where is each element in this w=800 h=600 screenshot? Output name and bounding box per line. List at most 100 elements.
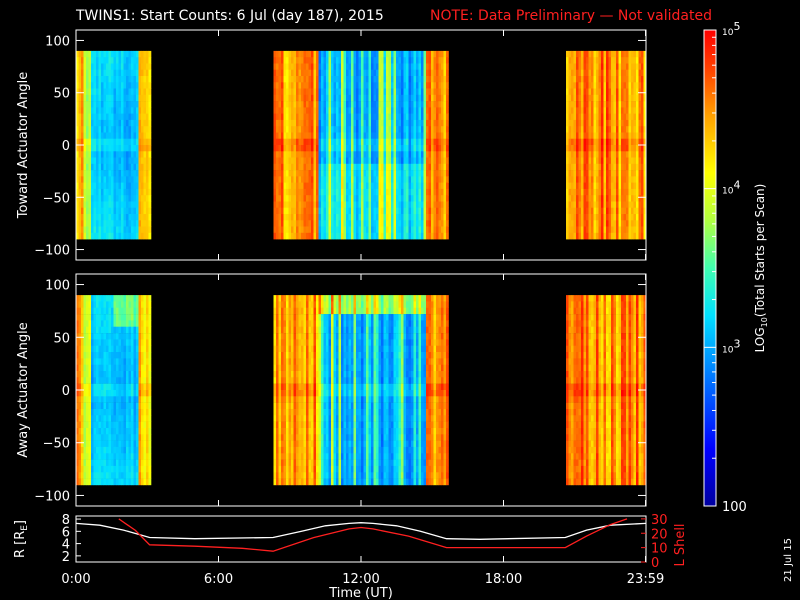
heatmap-cell xyxy=(103,478,107,486)
heatmap-cell xyxy=(583,188,587,196)
heatmap-cell xyxy=(91,145,94,152)
heatmap-cell xyxy=(601,157,604,165)
heatmap-cell xyxy=(121,132,124,140)
heatmap-cell xyxy=(321,151,324,158)
heatmap-cell xyxy=(306,145,309,152)
heatmap-cell xyxy=(623,163,627,171)
heatmap-cell xyxy=(106,151,109,158)
heatmap-cell xyxy=(103,132,107,140)
heatmap-cell xyxy=(101,326,104,334)
heatmap-cell xyxy=(603,207,607,215)
heatmap-cell xyxy=(586,119,589,127)
heatmap-cell xyxy=(621,226,624,234)
heatmap-cell xyxy=(93,352,97,359)
heatmap-cell xyxy=(358,138,362,146)
heatmap-cell xyxy=(623,232,627,240)
heatmap-cell xyxy=(281,434,284,441)
heatmap-cell xyxy=(638,82,642,89)
heatmap-cell xyxy=(416,76,419,83)
heatmap-cell xyxy=(288,82,292,89)
heatmap-cell xyxy=(81,50,84,58)
heatmap-cell xyxy=(356,119,359,127)
heatmap-cell xyxy=(93,176,97,183)
heatmap-cell xyxy=(118,101,122,108)
heatmap-cell xyxy=(278,320,282,327)
heatmap-cell xyxy=(431,101,434,108)
heatmap-cell xyxy=(273,145,277,152)
heatmap-cell xyxy=(621,145,624,152)
heatmap-cell xyxy=(138,145,142,152)
heatmap-cell xyxy=(348,232,352,240)
heatmap-cell xyxy=(611,119,614,127)
heatmap-cell xyxy=(281,69,284,77)
heatmap-cell xyxy=(301,170,304,177)
heatmap-cell xyxy=(146,88,149,96)
heatmap-cell xyxy=(98,232,102,240)
heatmap-cell xyxy=(128,301,132,308)
heatmap-cell xyxy=(81,295,84,302)
heatmap-cell xyxy=(333,214,337,221)
heatmap-cell xyxy=(298,220,302,227)
heatmap-cell xyxy=(381,157,384,165)
heatmap-cell xyxy=(316,57,319,64)
heatmap-cell xyxy=(128,176,132,183)
heatmap-cell xyxy=(381,57,384,64)
heatmap-cell xyxy=(583,138,587,146)
heatmap-cell xyxy=(593,207,597,215)
heatmap-cell xyxy=(581,195,584,202)
heatmap-cell xyxy=(133,314,137,321)
heatmap-cell xyxy=(591,101,594,108)
heatmap-cell xyxy=(306,50,309,58)
heatmap-cell xyxy=(273,314,277,321)
heatmap-cell xyxy=(616,232,619,240)
heatmap-cell xyxy=(273,383,277,391)
heatmap-cell xyxy=(593,176,597,183)
heatmap-cell xyxy=(116,94,119,102)
heatmap-cell xyxy=(413,113,417,121)
heatmap-cell xyxy=(638,163,642,171)
heatmap-cell xyxy=(593,170,597,177)
heatmap-cell xyxy=(331,207,334,215)
heatmap-cell xyxy=(441,163,444,171)
heatmap-cell xyxy=(578,182,582,190)
heatmap-cell xyxy=(593,57,597,64)
heatmap-cell xyxy=(123,138,127,146)
heatmap-cell xyxy=(358,163,362,171)
heatmap-cell xyxy=(78,50,82,58)
heatmap-cell xyxy=(148,396,152,403)
heatmap-cell xyxy=(413,63,417,71)
heatmap-cell xyxy=(336,50,339,58)
heatmap-cell xyxy=(141,188,144,196)
heatmap-cell xyxy=(343,50,347,58)
heatmap-cell xyxy=(96,195,99,202)
heatmap-cell xyxy=(146,151,149,158)
heatmap-cell xyxy=(326,119,329,127)
heatmap-cell xyxy=(618,214,622,221)
heatmap-cell xyxy=(426,132,429,140)
heatmap-cell xyxy=(611,145,614,152)
heatmap-cell xyxy=(301,126,304,133)
heatmap-cell xyxy=(146,94,149,102)
heatmap-cell xyxy=(301,207,304,215)
heatmap-cell xyxy=(88,88,92,96)
heatmap-cell xyxy=(618,232,622,240)
heatmap-cell xyxy=(281,214,284,221)
heatmap-cell xyxy=(641,82,644,89)
heatmap-cell xyxy=(116,478,119,486)
heatmap-cell xyxy=(141,295,144,302)
heatmap-cell xyxy=(383,126,387,133)
heatmap-cell xyxy=(643,76,647,83)
heatmap-cell xyxy=(401,226,404,234)
heatmap-cell xyxy=(301,232,304,240)
heatmap-cell xyxy=(91,301,94,308)
heatmap-cell xyxy=(566,214,569,221)
heatmap-cell xyxy=(446,132,449,140)
heatmap-cell xyxy=(313,76,317,83)
heatmap-cell xyxy=(301,220,304,227)
heatmap-cell xyxy=(313,57,317,64)
heatmap-cell xyxy=(591,132,594,140)
heatmap-cell xyxy=(101,396,104,403)
heatmap-cell xyxy=(571,170,574,177)
heatmap-cell xyxy=(123,453,127,460)
heatmap-cell xyxy=(356,138,359,146)
